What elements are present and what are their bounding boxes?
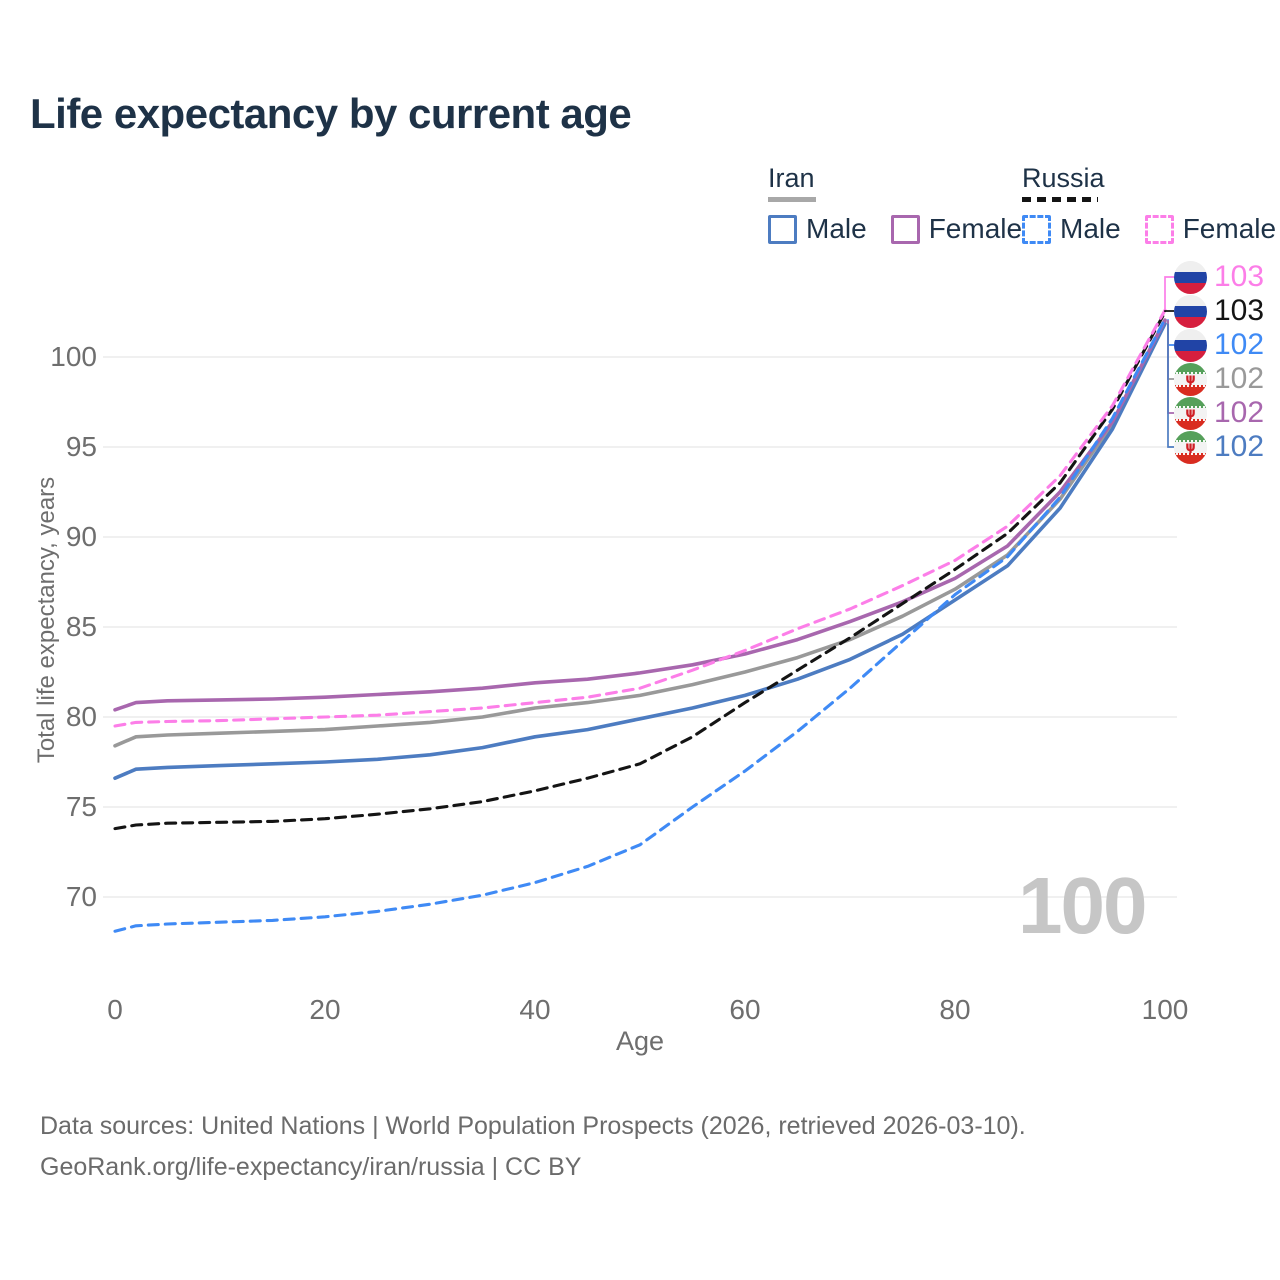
- x-tick-label: 60: [729, 994, 761, 1025]
- series-line-iran_male[interactable]: [113, 321, 1167, 781]
- x-axis-title: Age: [615, 1026, 665, 1056]
- x-tick-label: 20: [309, 994, 341, 1025]
- page-title: Life expectancy by current age: [30, 90, 632, 137]
- x-tick-label: 0: [107, 994, 123, 1025]
- x-tick-label: 40: [519, 994, 551, 1025]
- y-tick-label: 75: [65, 791, 97, 822]
- leader-line: [1164, 276, 1174, 311]
- end-label-row-iran_female: ψ 102: [1174, 396, 1264, 430]
- iran-emblem: ψ: [1185, 405, 1196, 421]
- iran-flag-icon: ψ: [1174, 396, 1207, 430]
- y-tick-label: 80: [65, 701, 97, 732]
- end-label-row-iran_male: ψ 102: [1174, 430, 1264, 464]
- iran-female-swatch: [890, 214, 920, 244]
- end-value-label: 103: [1214, 294, 1265, 327]
- legend-item-label: Female: [928, 213, 1023, 244]
- watermark-age-100: 100: [1018, 861, 1147, 950]
- russia-female-swatch: [1144, 214, 1174, 244]
- footer: Data sources: United Nations | World Pop…: [40, 1106, 1026, 1188]
- series-line-iran_total[interactable]: [113, 319, 1167, 748]
- series-line-russia_female[interactable]: [113, 308, 1167, 728]
- end-value-label: 102: [1214, 396, 1265, 429]
- footer-attribution-link[interactable]: GeoRank.org/life-expectancy/iran/russia …: [40, 1153, 582, 1181]
- legend-item-russia-female[interactable]: Female: [1144, 213, 1277, 245]
- legend-header-russia[interactable]: Russia: [1022, 163, 1276, 202]
- legend-header-iran-label: Iran: [768, 163, 815, 193]
- y-tick-label: 70: [65, 881, 97, 912]
- iran-emblem: ψ: [1185, 371, 1196, 387]
- russia-flag-icon: [1174, 328, 1207, 362]
- chart-plot-area: [103, 276, 1177, 933]
- end-value-label: 102: [1214, 430, 1265, 463]
- x-tick-label: 100: [1141, 994, 1189, 1025]
- iran-flag-icon: ψ: [1174, 362, 1207, 396]
- russia-flag-icon: [1174, 260, 1207, 294]
- russia-flag-icon: [1174, 294, 1207, 328]
- russia-male-swatch: [1022, 214, 1051, 244]
- end-label-row-russia_male: 102: [1174, 328, 1264, 362]
- y-tick-label: 100: [50, 341, 97, 372]
- legend-item-iran-female[interactable]: Female: [890, 213, 1023, 245]
- iran-solid-line-sample: [768, 197, 816, 202]
- end-value-label: 103: [1214, 260, 1265, 293]
- end-label-row-russia_total: 103: [1174, 294, 1264, 328]
- leader-line: [1167, 323, 1174, 448]
- x-tick-label: 80: [939, 994, 971, 1025]
- series-line-russia_male[interactable]: [113, 317, 1167, 933]
- legend-item-label: Male: [806, 213, 867, 244]
- series-line-russia_total[interactable]: [113, 310, 1167, 831]
- end-value-label: 102: [1214, 328, 1265, 361]
- legend-header-iran[interactable]: Iran: [768, 163, 1022, 202]
- series-line-iran_female[interactable]: [113, 318, 1167, 712]
- legend-item-label: Male: [1060, 213, 1121, 244]
- legend-group-iran: Iran Male Female: [768, 163, 1022, 245]
- end-label-row-iran_total: ψ 102: [1174, 362, 1264, 396]
- iran-emblem: ψ: [1185, 439, 1196, 455]
- iran-flag-icon: ψ: [1174, 430, 1207, 464]
- end-label-row-russia_female: 103: [1174, 260, 1264, 294]
- leader-line: [1164, 310, 1174, 312]
- y-tick-label: 95: [65, 431, 97, 462]
- legend-item-label: Female: [1182, 213, 1277, 244]
- russia-dashed-line-sample: [1022, 197, 1098, 202]
- footer-data-sources: Data sources: United Nations | World Pop…: [40, 1112, 1026, 1140]
- y-tick-label: 85: [65, 611, 97, 642]
- legend-header-russia-label: Russia: [1022, 163, 1105, 193]
- iran-male-swatch: [768, 214, 797, 244]
- y-tick-label: 90: [65, 521, 97, 552]
- legend-item-iran-male[interactable]: Male: [768, 213, 867, 245]
- legend-item-russia-male[interactable]: Male: [1022, 213, 1121, 245]
- legend-group-russia: Russia Male Female: [1022, 163, 1276, 245]
- end-value-label: 102: [1214, 362, 1265, 395]
